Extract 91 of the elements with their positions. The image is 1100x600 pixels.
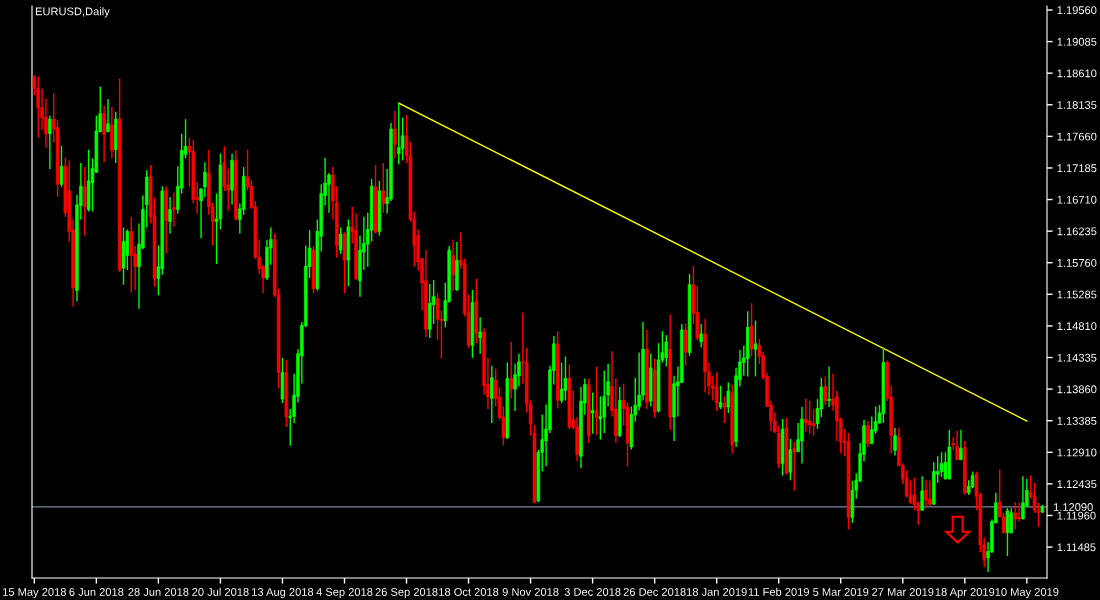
candlestick [559, 361, 564, 404]
x-tick-label: 6 Jun 2018 [69, 588, 124, 596]
candlestick [36, 75, 40, 139]
x-tick-label: 28 Jun 2018 [128, 588, 189, 596]
x-tick-label: 13 Aug 2018 [252, 588, 314, 599]
x-tick-label: 18 Jan 2019 [686, 588, 747, 596]
candlestick [811, 408, 816, 437]
candlestick [959, 428, 963, 461]
x-tick-label: 3 Dec 2018 [564, 588, 621, 596]
candlestick [920, 475, 924, 512]
x-tick-label: 20 Jul 2018 [192, 587, 249, 596]
y-tick-label: 1.14810 [1057, 322, 1097, 331]
candlestick [924, 479, 928, 508]
y-tick-label: 1.16710 [1057, 195, 1097, 204]
candlestick [800, 406, 804, 465]
candlestick [807, 400, 812, 435]
candlestick [338, 226, 343, 255]
candlestick [1021, 475, 1025, 521]
y-tick-label: 1.17660 [1057, 132, 1097, 141]
y-tick-label: 1.11485 [1057, 543, 1096, 552]
x-tick-label: 4 Sep 2018 [316, 588, 373, 599]
x-tick-label: 10 May 2019 [995, 588, 1059, 599]
x-tick-label: 27 Mar 2019 [872, 588, 934, 596]
y-tick-label: 1.19085 [1057, 37, 1097, 46]
candlestick [48, 115, 52, 170]
ref-line-label: 1.12090 [1053, 503, 1093, 511]
candlestick [866, 420, 870, 448]
candlestick [908, 479, 913, 505]
y-tick-label: 1.15760 [1057, 259, 1097, 267]
candlestick [912, 476, 917, 511]
y-tick-label: 1.18610 [1057, 69, 1097, 78]
candlestick [59, 144, 64, 188]
y-tick-label: 1.13860 [1057, 385, 1097, 394]
y-tick-label: 1.13385 [1057, 416, 1097, 425]
candlestick [955, 430, 959, 461]
candlestick [714, 371, 719, 412]
candlestick [393, 110, 397, 160]
candlestick [718, 385, 723, 410]
candlestick [509, 341, 513, 400]
chart-title: EURUSD,Daily [35, 7, 110, 18]
candlestick [1013, 501, 1017, 531]
candlestick [106, 98, 110, 134]
candlestick [129, 216, 133, 294]
y-tick-label: 1.15285 [1057, 290, 1097, 299]
candlestick [397, 102, 401, 165]
candlestick [82, 166, 87, 237]
x-tick-label: 18 Apr 2019 [935, 588, 995, 599]
candlestick [699, 323, 703, 348]
y-tick-label: 1.19560 [1057, 6, 1097, 15]
candlestick [893, 426, 897, 457]
candlestick [381, 162, 385, 214]
y-tick-label: 1.14335 [1057, 353, 1097, 362]
candlestick [722, 395, 727, 424]
candlestick [1005, 507, 1010, 557]
candlestick [563, 355, 568, 402]
candlestick [726, 381, 731, 414]
y-tick-label: 1.16235 [1057, 227, 1097, 236]
candlestick [590, 391, 595, 435]
candlestick [827, 365, 831, 408]
x-tick-label: 15 May 2018 [3, 588, 66, 599]
candlestick [664, 334, 669, 368]
candlestick [400, 117, 405, 162]
candlestick [451, 238, 455, 292]
candlestick [823, 375, 827, 406]
candlestick [749, 302, 754, 358]
candlestick [478, 316, 482, 355]
candlestick [594, 365, 599, 436]
candlestick [1009, 507, 1014, 535]
candlestick [168, 196, 172, 235]
candlestick [804, 397, 808, 433]
y-tick-label: 1.11960 [1057, 511, 1096, 520]
y-tick-label: 1.12435 [1057, 480, 1097, 489]
y-tick-label: 1.12910 [1057, 448, 1097, 457]
candlestick [753, 319, 758, 378]
x-tick-label: 26 Dec 2018 [623, 588, 686, 596]
candlestick [788, 438, 793, 481]
x-tick-label: 26 Sep 2018 [375, 588, 438, 599]
x-tick-label: 9 Nov 2018 [502, 588, 559, 596]
candlestick [172, 191, 176, 228]
candlestick [490, 365, 494, 424]
x-tick-label: 11 Feb 2019 [748, 587, 809, 596]
candlestick [203, 161, 207, 198]
candlestick [1017, 502, 1021, 523]
x-tick-label: 18 Oct 2018 [439, 588, 499, 596]
candlestick [102, 105, 106, 163]
candlestick [598, 395, 603, 441]
candlestick [792, 440, 796, 492]
y-tick-label: 1.17185 [1057, 164, 1097, 173]
y-tick-label: 1.18135 [1057, 101, 1097, 109]
x-tick-label: 5 Mar 2019 [813, 588, 869, 596]
candlestick [928, 479, 932, 507]
